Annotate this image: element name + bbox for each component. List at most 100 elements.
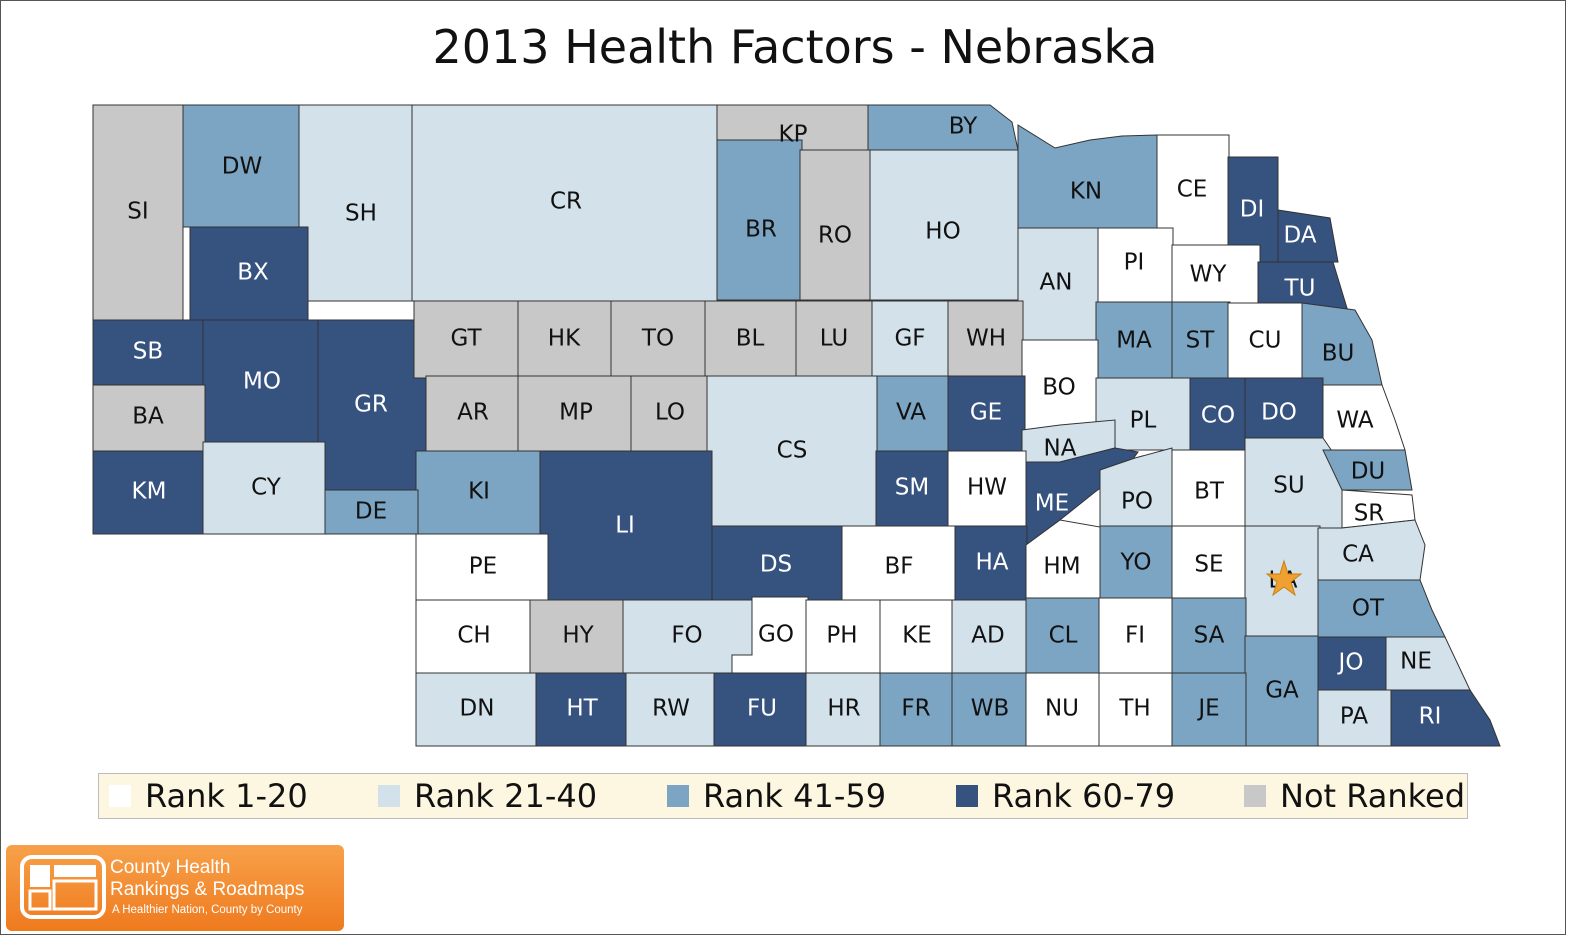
county-jo[interactable] <box>1317 636 1387 693</box>
county-gt[interactable] <box>413 300 521 379</box>
legend-item-rank-1-20: Rank 1-20 <box>109 774 308 818</box>
county-sa[interactable] <box>1171 597 1247 674</box>
county-pi[interactable] <box>1097 227 1174 303</box>
county-ge[interactable] <box>947 375 1026 452</box>
county-an[interactable] <box>1017 227 1099 341</box>
county-ce[interactable] <box>1156 134 1230 246</box>
county-fu[interactable] <box>713 672 809 747</box>
county-label-cs: CS <box>777 438 808 464</box>
county-health-rankings-logo[interactable]: County Health Rankings & Roadmaps A Heal… <box>6 845 344 931</box>
county-mp[interactable] <box>517 375 634 452</box>
county-label-go: GO <box>758 622 794 648</box>
county-hw[interactable] <box>947 450 1027 527</box>
county-cs[interactable] <box>706 375 878 527</box>
county-label-bu: BU <box>1322 341 1355 367</box>
county-sb[interactable] <box>92 319 206 387</box>
county-label-hr: HR <box>827 696 860 722</box>
county-dn[interactable] <box>415 672 539 747</box>
county-label-wb: WB <box>971 696 1010 722</box>
county-gf[interactable] <box>871 300 951 379</box>
county-st[interactable] <box>1171 301 1231 379</box>
county-dw[interactable] <box>182 104 304 228</box>
county-bl[interactable] <box>704 300 799 379</box>
legend-item-rank-60-79: Rank 60-79 <box>956 774 1175 818</box>
county-th[interactable] <box>1098 672 1174 747</box>
county-label-hw: HW <box>967 475 1007 501</box>
county-label-bf: BF <box>884 554 913 580</box>
county-br[interactable] <box>716 139 803 301</box>
county-nu[interactable] <box>1025 672 1101 747</box>
county-wb[interactable] <box>951 672 1029 747</box>
county-label-gf: GF <box>894 326 925 352</box>
logo-tagline: A Healthier Nation, County by County <box>112 904 303 916</box>
county-ot[interactable] <box>1317 579 1446 638</box>
county-hy[interactable] <box>529 599 626 674</box>
county-label-ho: HO <box>925 219 960 245</box>
county-lo[interactable] <box>630 375 710 452</box>
county-da[interactable] <box>1277 209 1339 263</box>
county-pe[interactable] <box>415 533 549 601</box>
county-label-kp: KP <box>779 122 808 148</box>
county-ga[interactable] <box>1244 635 1319 747</box>
county-ho[interactable] <box>869 149 1021 301</box>
county-yo[interactable] <box>1099 525 1173 599</box>
county-mo[interactable] <box>202 319 324 443</box>
county-sm[interactable] <box>875 450 950 527</box>
county-ri[interactable] <box>1390 689 1501 747</box>
county-gr[interactable] <box>317 319 429 491</box>
county-ph[interactable] <box>805 599 883 674</box>
county-label-wa: WA <box>1336 408 1373 434</box>
county-label-st: ST <box>1186 328 1216 354</box>
county-label-va: VA <box>896 400 926 426</box>
county-label-nu: NU <box>1045 696 1079 722</box>
county-label-ke: KE <box>902 623 932 649</box>
county-de[interactable] <box>324 489 419 535</box>
county-ds[interactable] <box>711 525 843 603</box>
county-ad[interactable] <box>951 599 1029 674</box>
county-va[interactable] <box>874 375 950 452</box>
county-lu[interactable] <box>795 300 875 379</box>
county-bx[interactable] <box>189 226 309 322</box>
legend: Rank 1-20 Rank 21-40 Rank 41-59 Rank 60-… <box>98 773 1468 819</box>
county-po[interactable] <box>1099 447 1173 528</box>
legend-item-not-ranked: Not Ranked <box>1244 774 1465 818</box>
county-ch[interactable] <box>415 599 533 674</box>
county-cy[interactable] <box>202 441 326 535</box>
county-sh[interactable] <box>298 104 415 302</box>
county-wy[interactable] <box>1171 244 1261 304</box>
county-label-an: AN <box>1040 270 1073 296</box>
county-co[interactable] <box>1189 377 1249 451</box>
county-fi[interactable] <box>1098 597 1173 674</box>
county-label-ce: CE <box>1177 177 1208 203</box>
county-label-kn: KN <box>1070 179 1102 205</box>
county-wh[interactable] <box>947 300 1024 379</box>
county-label-ph: PH <box>826 623 857 649</box>
county-du[interactable] <box>1322 449 1413 491</box>
logo-line-2: Rankings & Roadmaps <box>110 879 305 900</box>
county-ki[interactable] <box>415 450 545 536</box>
county-hk[interactable] <box>517 300 614 379</box>
county-si[interactable] <box>92 104 184 336</box>
county-ba[interactable] <box>92 384 206 452</box>
county-fr[interactable] <box>879 672 955 747</box>
county-je[interactable] <box>1171 672 1247 747</box>
county-hr[interactable] <box>805 672 883 747</box>
county-by[interactable] <box>867 104 1019 151</box>
county-se[interactable] <box>1171 525 1247 599</box>
county-ht[interactable] <box>535 672 629 747</box>
county-rw[interactable] <box>625 672 717 747</box>
county-km[interactable] <box>92 450 206 535</box>
county-label-di: DI <box>1240 197 1265 223</box>
county-bu[interactable] <box>1301 302 1383 386</box>
county-kn[interactable] <box>1017 124 1158 229</box>
county-label-mp: MP <box>559 400 593 426</box>
legend-swatch <box>378 785 400 807</box>
county-bt[interactable] <box>1171 449 1247 528</box>
legend-label: Rank 41-59 <box>703 777 887 815</box>
county-ro[interactable] <box>799 149 873 301</box>
county-li[interactable] <box>539 450 713 602</box>
county-label-da: DA <box>1283 223 1316 249</box>
county-cu[interactable] <box>1227 302 1305 379</box>
county-ma[interactable] <box>1095 301 1175 381</box>
